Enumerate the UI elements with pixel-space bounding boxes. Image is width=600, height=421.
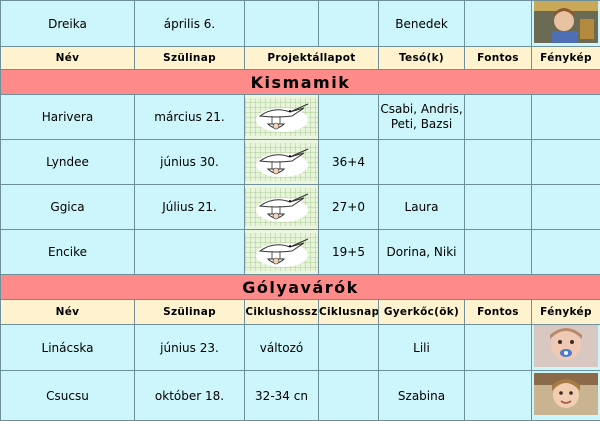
table-row: Encike 19+5 Dorina, Niki — [1, 230, 600, 275]
week-cell: 27+0 — [319, 185, 379, 230]
stork-cell — [245, 185, 319, 230]
col-important-header: Fontos — [465, 47, 532, 70]
extra-cell — [319, 1, 379, 47]
cycle-length-cell: 32-34 cn — [245, 371, 319, 421]
section-row: Kismamik — [1, 70, 600, 95]
col-children-header: Gyerkőc(ök) — [379, 300, 465, 325]
important-cell — [465, 95, 532, 140]
important-cell — [465, 230, 532, 275]
toddler-pacifier-photo-icon — [534, 325, 598, 367]
cycle-day-cell — [319, 325, 379, 371]
col-name-header: Név — [1, 47, 135, 70]
col-name-header: Név — [1, 300, 135, 325]
week-cell: 36+4 — [319, 140, 379, 185]
children-cell: Szabina — [379, 371, 465, 421]
stork-cell — [245, 140, 319, 185]
photo-cell — [532, 325, 600, 371]
name-cell: Dreika — [1, 1, 135, 47]
table-row: Lyndee június 30. 36+4 — [1, 140, 600, 185]
col-cycle-length-header: Ciklushossz — [245, 300, 319, 325]
table-row: Csucsu október 18. 32-34 cn Szabina — [1, 371, 600, 421]
col-birthday-header: Szülinap — [135, 300, 245, 325]
name-cell: Ggica — [1, 185, 135, 230]
sibling-cell: Benedek — [379, 1, 465, 47]
header-row: Név Szülinap Projektállapot Tesó(k) Font… — [1, 47, 600, 70]
section-title-kismamik: Kismamik — [1, 70, 600, 95]
stork-cell — [245, 230, 319, 275]
name-cell: Linácska — [1, 325, 135, 371]
important-cell — [465, 1, 532, 47]
birthday-cell — [135, 230, 245, 275]
col-photo-header: Fénykép — [532, 47, 600, 70]
section-title-golyavarok: Gólyavárók — [1, 275, 600, 300]
name-cell: Encike — [1, 230, 135, 275]
photo-cell — [532, 185, 600, 230]
sibling-cell — [379, 140, 465, 185]
child-photo-icon — [534, 1, 598, 43]
header-row: Név Szülinap Ciklushossz Ciklusnap Gyerk… — [1, 300, 600, 325]
important-cell — [465, 140, 532, 185]
col-important-header: Fontos — [465, 300, 532, 325]
col-photo-header: Fénykép — [532, 300, 600, 325]
photo-cell — [532, 230, 600, 275]
col-project-header: Projektállapot — [245, 47, 379, 70]
photo-cell — [532, 95, 600, 140]
photo-cell — [532, 1, 600, 47]
birthday-cell: április 6. — [135, 1, 245, 47]
photo-cell — [532, 140, 600, 185]
table-row: Harivera március 21. Csabi, Andris, Peti… — [1, 95, 600, 140]
col-birthday-header: Szülinap — [135, 47, 245, 70]
sibling-cell: Dorina, Niki — [379, 230, 465, 275]
project-cell — [245, 1, 319, 47]
name-cell: Csucsu — [1, 371, 135, 421]
children-cell: Lili — [379, 325, 465, 371]
birthday-cell: Július 21. — [135, 185, 245, 230]
important-cell — [465, 371, 532, 421]
birthday-cell: március 21. — [135, 95, 245, 140]
cycle-day-cell — [319, 371, 379, 421]
table-row: Dreika április 6. Benedek — [1, 1, 600, 47]
col-sibling-header: Tesó(k) — [379, 47, 465, 70]
name-cell: Lyndee — [1, 140, 135, 185]
sibling-cell: Csabi, Andris, Peti, Bazsi — [379, 95, 465, 140]
name-cell: Harivera — [1, 95, 135, 140]
girl-photo-icon — [534, 373, 598, 415]
birthday-cell: június 23. — [135, 325, 245, 371]
photo-cell — [532, 371, 600, 421]
week-cell: 19+5 — [319, 230, 379, 275]
table-row: Linácska június 23. változó Lili — [1, 325, 600, 371]
week-cell — [319, 95, 379, 140]
stork-icon — [250, 98, 314, 136]
table-row: Ggica Július 21. 27+0 Laura — [1, 185, 600, 230]
important-cell — [465, 185, 532, 230]
birthday-cell: október 18. — [135, 371, 245, 421]
stork-icon — [250, 188, 314, 226]
stork-cell — [245, 95, 319, 140]
cycle-length-cell: változó — [245, 325, 319, 371]
important-cell — [465, 325, 532, 371]
birthday-cell: június 30. — [135, 140, 245, 185]
sibling-cell: Laura — [379, 185, 465, 230]
col-cycle-day-header: Ciklusnap — [319, 300, 379, 325]
section-row: Gólyavárók — [1, 275, 600, 300]
stork-icon — [250, 233, 314, 271]
stork-icon — [250, 143, 314, 181]
